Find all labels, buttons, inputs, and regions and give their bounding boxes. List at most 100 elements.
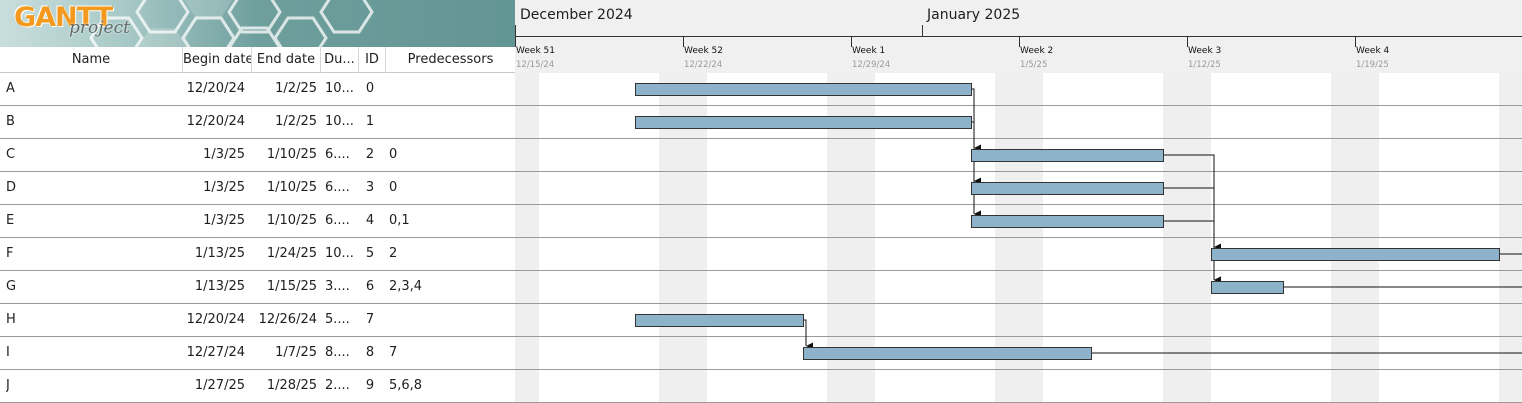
week-start-date: 1/5/25	[1020, 60, 1048, 70]
task-row[interactable]: C 1/3/25 1/10/25 6.... 2 0	[0, 139, 515, 172]
task-row[interactable]: F 1/13/25 1/24/25 10... 5 2	[0, 238, 515, 271]
task-row[interactable]: D 1/3/25 1/10/25 6.... 3 0	[0, 172, 515, 205]
week-start-date: 1/19/25	[1356, 60, 1389, 70]
timeline-axis	[515, 36, 1522, 37]
begin-date-cell[interactable]: 12/20/24	[186, 312, 245, 327]
task-bar[interactable]	[1211, 281, 1284, 294]
predecessors-cell[interactable]: 0,1	[389, 213, 410, 228]
id-cell[interactable]: 8	[365, 345, 375, 360]
task-bar[interactable]	[971, 215, 1164, 228]
week-label: Week 1	[852, 46, 886, 56]
begin-date-cell[interactable]: 1/13/25	[194, 279, 245, 294]
task-row[interactable]: A 12/20/24 1/2/25 10... 0	[0, 73, 515, 106]
task-name-cell[interactable]: A	[6, 81, 15, 96]
task-row[interactable]: I 12/27/24 1/7/25 8.... 8 7	[0, 337, 515, 370]
predecessors-cell[interactable]	[389, 304, 509, 336]
task-name-cell[interactable]: F	[6, 246, 14, 261]
week-tick	[683, 37, 684, 47]
duration-cell[interactable]: 8....	[325, 345, 350, 360]
id-cell[interactable]: 1	[365, 114, 375, 129]
gantt-chart[interactable]	[515, 73, 1522, 403]
task-name-cell[interactable]: B	[6, 114, 15, 129]
duration-cell[interactable]: 6....	[325, 213, 350, 228]
column-header-end-date[interactable]: End date	[252, 47, 321, 73]
task-name-cell[interactable]: C	[6, 147, 16, 162]
begin-date-cell[interactable]: 12/27/24	[186, 345, 245, 360]
end-date-cell[interactable]: 1/28/25	[266, 378, 317, 393]
column-header-begin-date[interactable]: Begin date	[183, 47, 252, 73]
week-label: Week 4	[1356, 46, 1390, 56]
begin-date-cell[interactable]: 1/13/25	[194, 246, 245, 261]
id-cell[interactable]: 5	[365, 246, 375, 261]
id-cell[interactable]: 7	[365, 312, 375, 327]
predecessors-cell[interactable]: 0	[389, 147, 398, 162]
id-cell[interactable]: 6	[365, 279, 375, 294]
task-table-header: Name Begin date End date Du... ID Predec…	[0, 47, 515, 73]
id-cell[interactable]: 3	[365, 180, 375, 195]
end-date-cell[interactable]: 1/10/25	[266, 213, 317, 228]
end-date-cell[interactable]: 1/10/25	[266, 180, 317, 195]
month-label: January 2025	[927, 7, 1021, 23]
begin-date-cell[interactable]: 12/20/24	[186, 81, 245, 96]
task-bar[interactable]	[971, 182, 1164, 195]
predecessors-cell[interactable]: 2,3,4	[389, 279, 423, 294]
column-header-name[interactable]: Name	[0, 47, 183, 73]
duration-cell[interactable]: 3....	[325, 279, 350, 294]
end-date-cell[interactable]: 12/26/24	[258, 312, 317, 327]
predecessors-cell[interactable]: 5,6,8	[389, 378, 423, 393]
duration-cell[interactable]: 6....	[325, 147, 350, 162]
task-name-cell[interactable]: H	[6, 312, 16, 327]
id-cell[interactable]: 0	[365, 81, 375, 96]
task-row[interactable]: G 1/13/25 1/15/25 3.... 6 2,3,4	[0, 271, 515, 304]
begin-date-cell[interactable]: 1/27/25	[194, 378, 245, 393]
task-bar[interactable]	[1211, 248, 1500, 261]
duration-cell[interactable]: 10...	[325, 114, 354, 129]
task-name-cell[interactable]: G	[6, 279, 17, 294]
id-cell[interactable]: 2	[365, 147, 375, 162]
column-header-predecessors[interactable]: Predecessors	[407, 52, 494, 67]
task-row[interactable]: H 12/20/24 12/26/24 5.... 7	[0, 304, 515, 337]
begin-date-cell[interactable]: 12/20/24	[186, 114, 245, 129]
duration-cell[interactable]: 6....	[325, 180, 350, 195]
begin-date-cell[interactable]: 1/3/25	[203, 213, 245, 228]
week-tick	[515, 37, 516, 47]
task-row[interactable]: B 12/20/24 1/2/25 10... 1	[0, 106, 515, 139]
task-bar[interactable]	[635, 314, 804, 327]
id-cell[interactable]: 9	[365, 378, 375, 393]
dependency-arrow	[971, 121, 981, 218]
task-name-cell[interactable]: D	[6, 180, 17, 195]
predecessors-cell[interactable]: 2	[389, 246, 398, 261]
task-name-cell[interactable]: E	[6, 213, 15, 228]
duration-cell[interactable]: 2....	[325, 378, 350, 393]
id-cell[interactable]: 4	[365, 213, 375, 228]
predecessors-cell[interactable]: 7	[389, 345, 398, 360]
begin-date-cell[interactable]: 1/3/25	[203, 147, 245, 162]
duration-cell[interactable]: 10...	[325, 81, 354, 96]
duration-cell[interactable]: 10...	[325, 246, 354, 261]
predecessors-cell[interactable]	[389, 106, 509, 138]
month-tick	[515, 25, 516, 37]
task-bar[interactable]	[971, 149, 1164, 162]
end-date-cell[interactable]: 1/24/25	[266, 246, 317, 261]
task-name-cell[interactable]: J	[6, 378, 10, 393]
predecessors-cell[interactable]	[389, 73, 509, 105]
task-row[interactable]: E 1/3/25 1/10/25 6.... 4 0,1	[0, 205, 515, 238]
begin-date-cell[interactable]: 1/3/25	[203, 180, 245, 195]
end-date-cell[interactable]: 1/10/25	[266, 147, 317, 162]
end-date-cell[interactable]: 1/7/25	[275, 345, 317, 360]
end-date-cell[interactable]: 1/2/25	[275, 114, 317, 129]
task-name-cell[interactable]: I	[6, 345, 10, 360]
task-bar[interactable]	[635, 116, 972, 129]
timeline-header: December 2024 January 2025 Week 51 12/15/…	[515, 0, 1522, 73]
predecessors-cell[interactable]: 0	[389, 180, 398, 195]
task-bar[interactable]	[803, 347, 1092, 360]
duration-cell[interactable]: 5....	[325, 312, 350, 327]
task-row[interactable]: J 1/27/25 1/28/25 2.... 9 5,6,8	[0, 370, 515, 403]
column-header-id[interactable]: ID	[359, 47, 386, 73]
week-label: Week 52	[684, 46, 723, 56]
logo-project-text: project	[69, 18, 130, 38]
end-date-cell[interactable]: 1/2/25	[275, 81, 317, 96]
task-bar[interactable]	[635, 83, 972, 96]
column-header-duration[interactable]: Du...	[321, 47, 359, 73]
end-date-cell[interactable]: 1/15/25	[266, 279, 317, 294]
